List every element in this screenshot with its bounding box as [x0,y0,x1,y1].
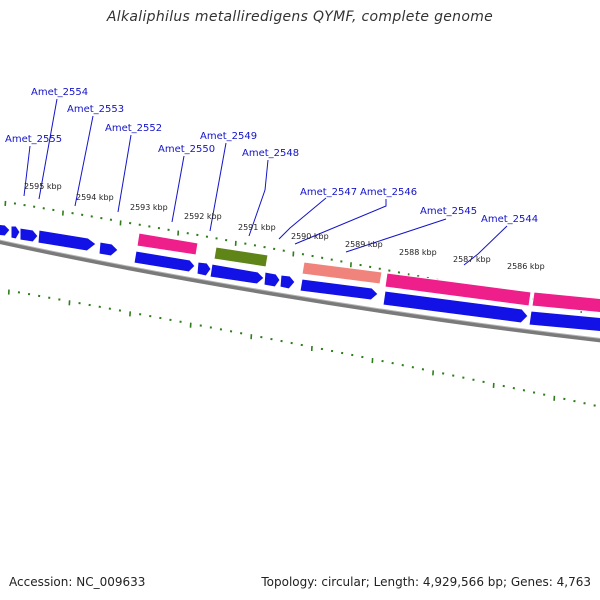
kbp-label: 2586 kbp [507,262,545,271]
gene-callouts [23,98,508,266]
forward-strand-genes [0,223,600,314]
callout-line [74,115,94,207]
kbp-label: 2594 kbp [76,193,114,202]
callout-line [294,199,387,245]
gene-label: Amet_2549 [200,131,257,142]
gene-feature [528,310,600,333]
kbp-label: 2593 kbp [130,203,168,212]
kbp-scale-labels: 2595 kbp 2594 kbp 2593 kbp 2592 kbp 2591… [24,182,545,271]
kbp-label: 2592 kbp [184,212,222,221]
gene-feature [19,227,39,243]
callout-line [171,155,185,223]
kbp-label: 2588 kbp [399,248,437,257]
kbp-label: 2595 kbp [24,182,62,191]
accession-text: Accession: NC_009633 [9,575,146,589]
callout-line [345,218,447,253]
gene-feature [209,263,265,285]
callout-line [38,98,58,200]
gene-feature [263,271,281,288]
kbp-label: 2587 kbp [453,255,491,264]
gene-feature [196,261,212,277]
inner-scale-ticks [7,289,596,407]
gene-label: Amet_2552 [105,123,162,134]
gene-label: Amet_2545 [420,206,477,217]
reverse-strand-genes [133,250,600,333]
gene-feature [299,278,379,301]
gene-feature [98,241,119,257]
gene-feature [382,290,529,324]
callout-line [248,159,269,237]
kbp-label: 2591 kbp [238,223,276,232]
gene-feature [0,223,11,237]
map-title: Alkaliphilus metalliredigens QYMF, compl… [106,9,494,25]
genome-backbone [0,240,600,343]
gene-feature [384,272,532,307]
gene-feature [136,232,199,256]
genome-summary-text: Topology: circular; Length: 4,929,566 bp… [261,575,591,589]
gene-label: Amet_2555 [5,134,62,145]
gene-feature [10,225,21,240]
gene-label: Amet_2553 [67,104,124,115]
gene-label: Amet_2546 [360,187,417,198]
gene-feature [301,261,383,285]
callout-line [278,197,327,240]
callout-line [209,142,227,232]
gene-label: Amet_2544 [481,214,538,225]
kbp-label: 2590 kbp [291,232,329,241]
callout-line [23,145,31,197]
gene-feature [279,274,296,290]
callout-line [117,134,132,213]
gene-label: Amet_2547 [300,187,357,198]
gene-feature [133,250,196,273]
gene-feature [37,229,97,252]
gene-label: Amet_2554 [31,87,88,98]
gene-feature [213,246,269,268]
gene-feature [531,291,600,314]
callout-line [463,225,508,266]
kbp-label: 2589 kbp [345,240,383,249]
gene-label: Amet_2550 [158,144,215,155]
genome-backbone-highlight [0,239,600,339]
gene-label: Amet_2548 [242,148,299,159]
gene-name-labels: Amet_2555 Amet_2554 Amet_2553 Amet_2552 … [5,87,538,225]
